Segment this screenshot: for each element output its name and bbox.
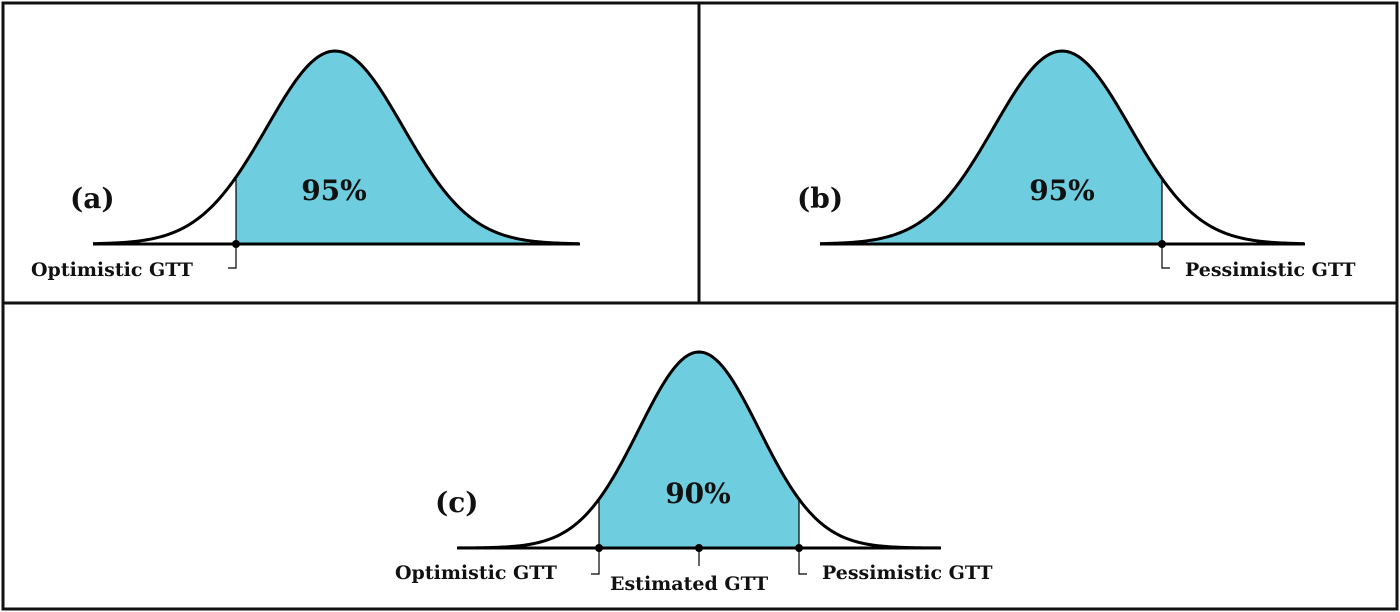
panel-a: (a) 95% Optimistic GTT xyxy=(31,49,580,281)
panel-c-bell-curve xyxy=(456,350,942,550)
panel-b-bell-curve xyxy=(819,49,1305,246)
panel-c: (c) 90% Optimistic GTT Estimated GTT Pes… xyxy=(395,350,993,595)
panel-a-optimistic-leader xyxy=(228,244,237,269)
panel-b-percent: 95% xyxy=(1029,174,1095,207)
panel-b-shaded-area xyxy=(870,51,1162,244)
panel-b-pessimistic-leader xyxy=(1161,244,1170,269)
panel-a-label: (a) xyxy=(70,182,115,215)
panel-c-optimistic-label: Optimistic GTT xyxy=(395,562,557,584)
panel-a-percent: 95% xyxy=(301,174,367,207)
panel-c-pessimistic-label: Pessimistic GTT xyxy=(822,562,993,584)
panel-c-shaded-area xyxy=(599,352,799,548)
panel-c-pessimistic-leader xyxy=(798,548,807,575)
panel-a-bell-curve xyxy=(92,49,580,246)
panel-c-estimated-label: Estimated GTT xyxy=(610,573,768,595)
panel-c-percent: 90% xyxy=(665,477,731,510)
panel-c-optimistic-leader xyxy=(591,548,600,575)
panel-b-pessimistic-label: Pessimistic GTT xyxy=(1185,259,1356,281)
panel-a-optimistic-label: Optimistic GTT xyxy=(31,259,193,281)
panel-b-label: (b) xyxy=(797,182,843,215)
panel-b: (b) 95% Pessimistic GTT xyxy=(797,49,1356,281)
panel-c-label: (c) xyxy=(435,486,479,519)
panel-a-shaded-area xyxy=(236,51,528,244)
